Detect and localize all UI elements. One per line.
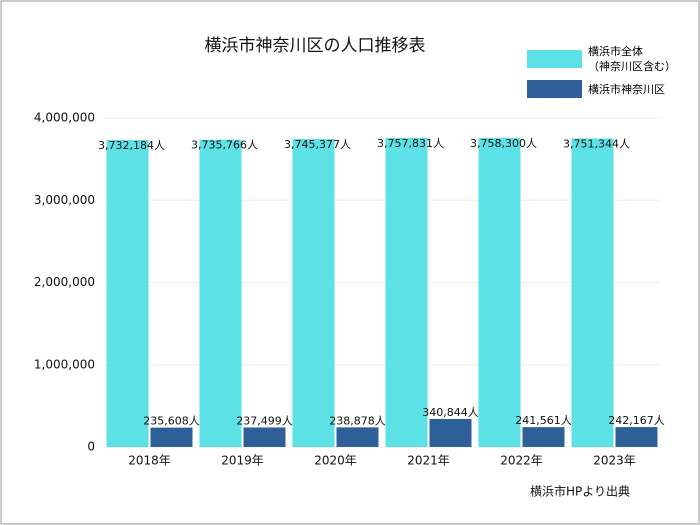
bar — [571, 138, 614, 447]
chart-title: 横浜市神奈川区の人口推移表 — [205, 36, 426, 56]
x-tick-label: 2019年 — [221, 454, 264, 468]
bar — [385, 137, 428, 447]
source-note: 横浜市HPより出典 — [530, 484, 630, 499]
data-label: 3,732,184人 — [98, 139, 165, 152]
y-tick-label: 0 — [87, 440, 95, 454]
data-label: 340,844人 — [422, 406, 479, 419]
bar — [522, 427, 565, 447]
bar — [243, 427, 286, 447]
legend-swatch — [527, 50, 582, 68]
data-label: 3,757,831人 — [377, 137, 444, 150]
data-label: 242,167人 — [608, 414, 665, 427]
data-label: 237,499人 — [236, 414, 293, 427]
bar — [199, 139, 242, 447]
bar — [106, 140, 149, 447]
legend-item: 横浜市神奈川区 — [527, 80, 695, 98]
x-tick-label: 2020年 — [314, 454, 357, 468]
y-tick-label: 4,000,000 — [34, 111, 95, 125]
bar — [615, 427, 658, 447]
x-tick-label: 2022年 — [500, 454, 543, 468]
x-tick-label: 2021年 — [407, 454, 450, 468]
legend-item: 横浜市全体 （神奈川区含む） — [527, 44, 695, 74]
data-label: 235,608人 — [143, 415, 200, 428]
data-label: 3,751,344人 — [563, 137, 630, 150]
bar — [150, 427, 193, 447]
bar — [429, 418, 472, 447]
y-tick-label: 2,000,000 — [34, 275, 95, 289]
data-label: 3,735,766人 — [191, 139, 258, 152]
x-tick-label: 2023年 — [593, 454, 636, 468]
bar — [336, 427, 379, 447]
legend-label: 横浜市神奈川区 — [588, 82, 665, 96]
data-label: 3,745,377人 — [284, 138, 351, 151]
data-label: 3,758,300人 — [470, 137, 537, 150]
legend-swatch — [527, 80, 582, 98]
data-label: 241,561人 — [515, 414, 572, 427]
bar — [478, 137, 521, 447]
y-tick-label: 3,000,000 — [34, 193, 95, 207]
bar — [292, 138, 335, 447]
data-label: 238,878人 — [329, 414, 386, 427]
y-tick-label: 1,000,000 — [34, 357, 95, 371]
legend-label: 横浜市全体 （神奈川区含む） — [588, 45, 676, 73]
legend: 横浜市全体 （神奈川区含む） 横浜市神奈川区 — [527, 44, 695, 104]
x-tick-label: 2018年 — [128, 454, 171, 468]
